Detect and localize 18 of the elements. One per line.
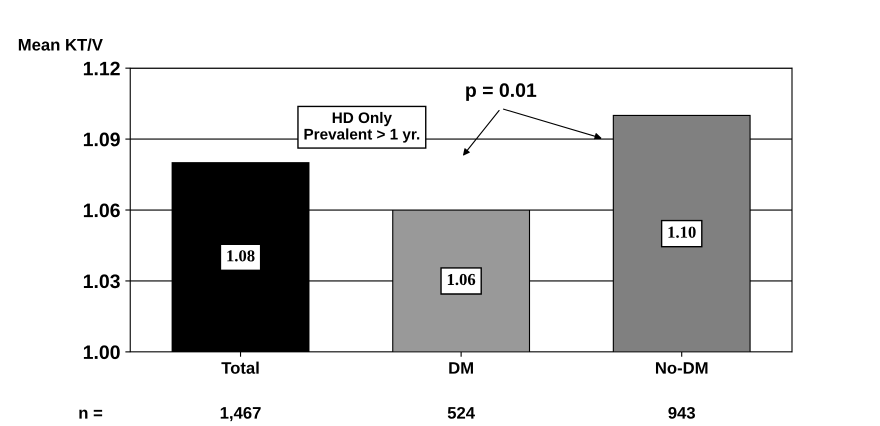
x-tick-label: No-DM [656,362,708,374]
y-tick-label: 1.06 [84,203,120,218]
y-tick-label: 1.12 [84,62,120,76]
annotation: p = 0.01 [466,83,536,101]
data-label: 1.08 [227,250,255,262]
y-tick-label: 1.03 [84,274,120,288]
y-axis-title: Mean KT/V [18,38,103,51]
y-tick-label: 1.00 [84,345,120,360]
text: n = [79,410,102,419]
x-tick-label: DM [449,362,473,374]
x-tick-label: Total [221,362,259,374]
text: 943 [668,406,696,419]
data-label: 1.06 [448,274,476,286]
text: 1,467 [220,406,261,422]
text: 524 [448,406,475,419]
annotation: HD Only Prevalent > 1 yr. [304,112,420,143]
y-tick-label: 1.09 [84,132,120,146]
data-label: 1.10 [668,226,696,238]
